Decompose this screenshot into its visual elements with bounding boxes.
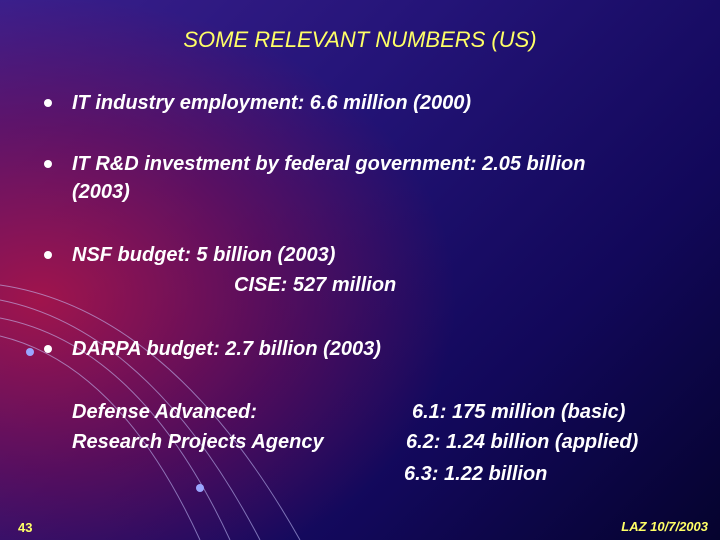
darpa-right-line-3: 6.3: 1.22 billion bbox=[404, 463, 548, 485]
bullet-2-line-1: IT R&D investment by federal government:… bbox=[72, 153, 586, 175]
darpa-right-line-2: 6.2: 1.24 billion (applied) bbox=[406, 431, 639, 453]
bullet-3-line-1: NSF budget: 5 billion (2003) bbox=[72, 244, 336, 266]
bullet-3-line-2: CISE: 527 million bbox=[234, 274, 397, 296]
decoration-dot bbox=[196, 484, 204, 492]
darpa-left-line-2: Research Projects Agency bbox=[72, 431, 324, 453]
bullet-icon bbox=[44, 160, 52, 168]
bullet-2-line-2: (2003) bbox=[72, 181, 130, 203]
darpa-right-line-1: 6.1: 175 million (basic) bbox=[412, 401, 626, 423]
darpa-left-line-1: Defense Advanced: bbox=[72, 401, 257, 423]
bullet-icon bbox=[44, 345, 52, 353]
decoration-dot bbox=[26, 348, 34, 356]
page-number: 43 bbox=[18, 520, 33, 535]
author-date: LAZ 10/7/2003 bbox=[621, 519, 708, 534]
bullet-icon bbox=[44, 251, 52, 259]
bullet-4-line-1: DARPA budget: 2.7 billion (2003) bbox=[72, 338, 381, 360]
slide-title: SOME RELEVANT NUMBERS (US) bbox=[183, 27, 537, 52]
bullet-icon bbox=[44, 99, 52, 107]
bullet-1-line-1: IT industry employment: 6.6 million (200… bbox=[72, 92, 471, 114]
